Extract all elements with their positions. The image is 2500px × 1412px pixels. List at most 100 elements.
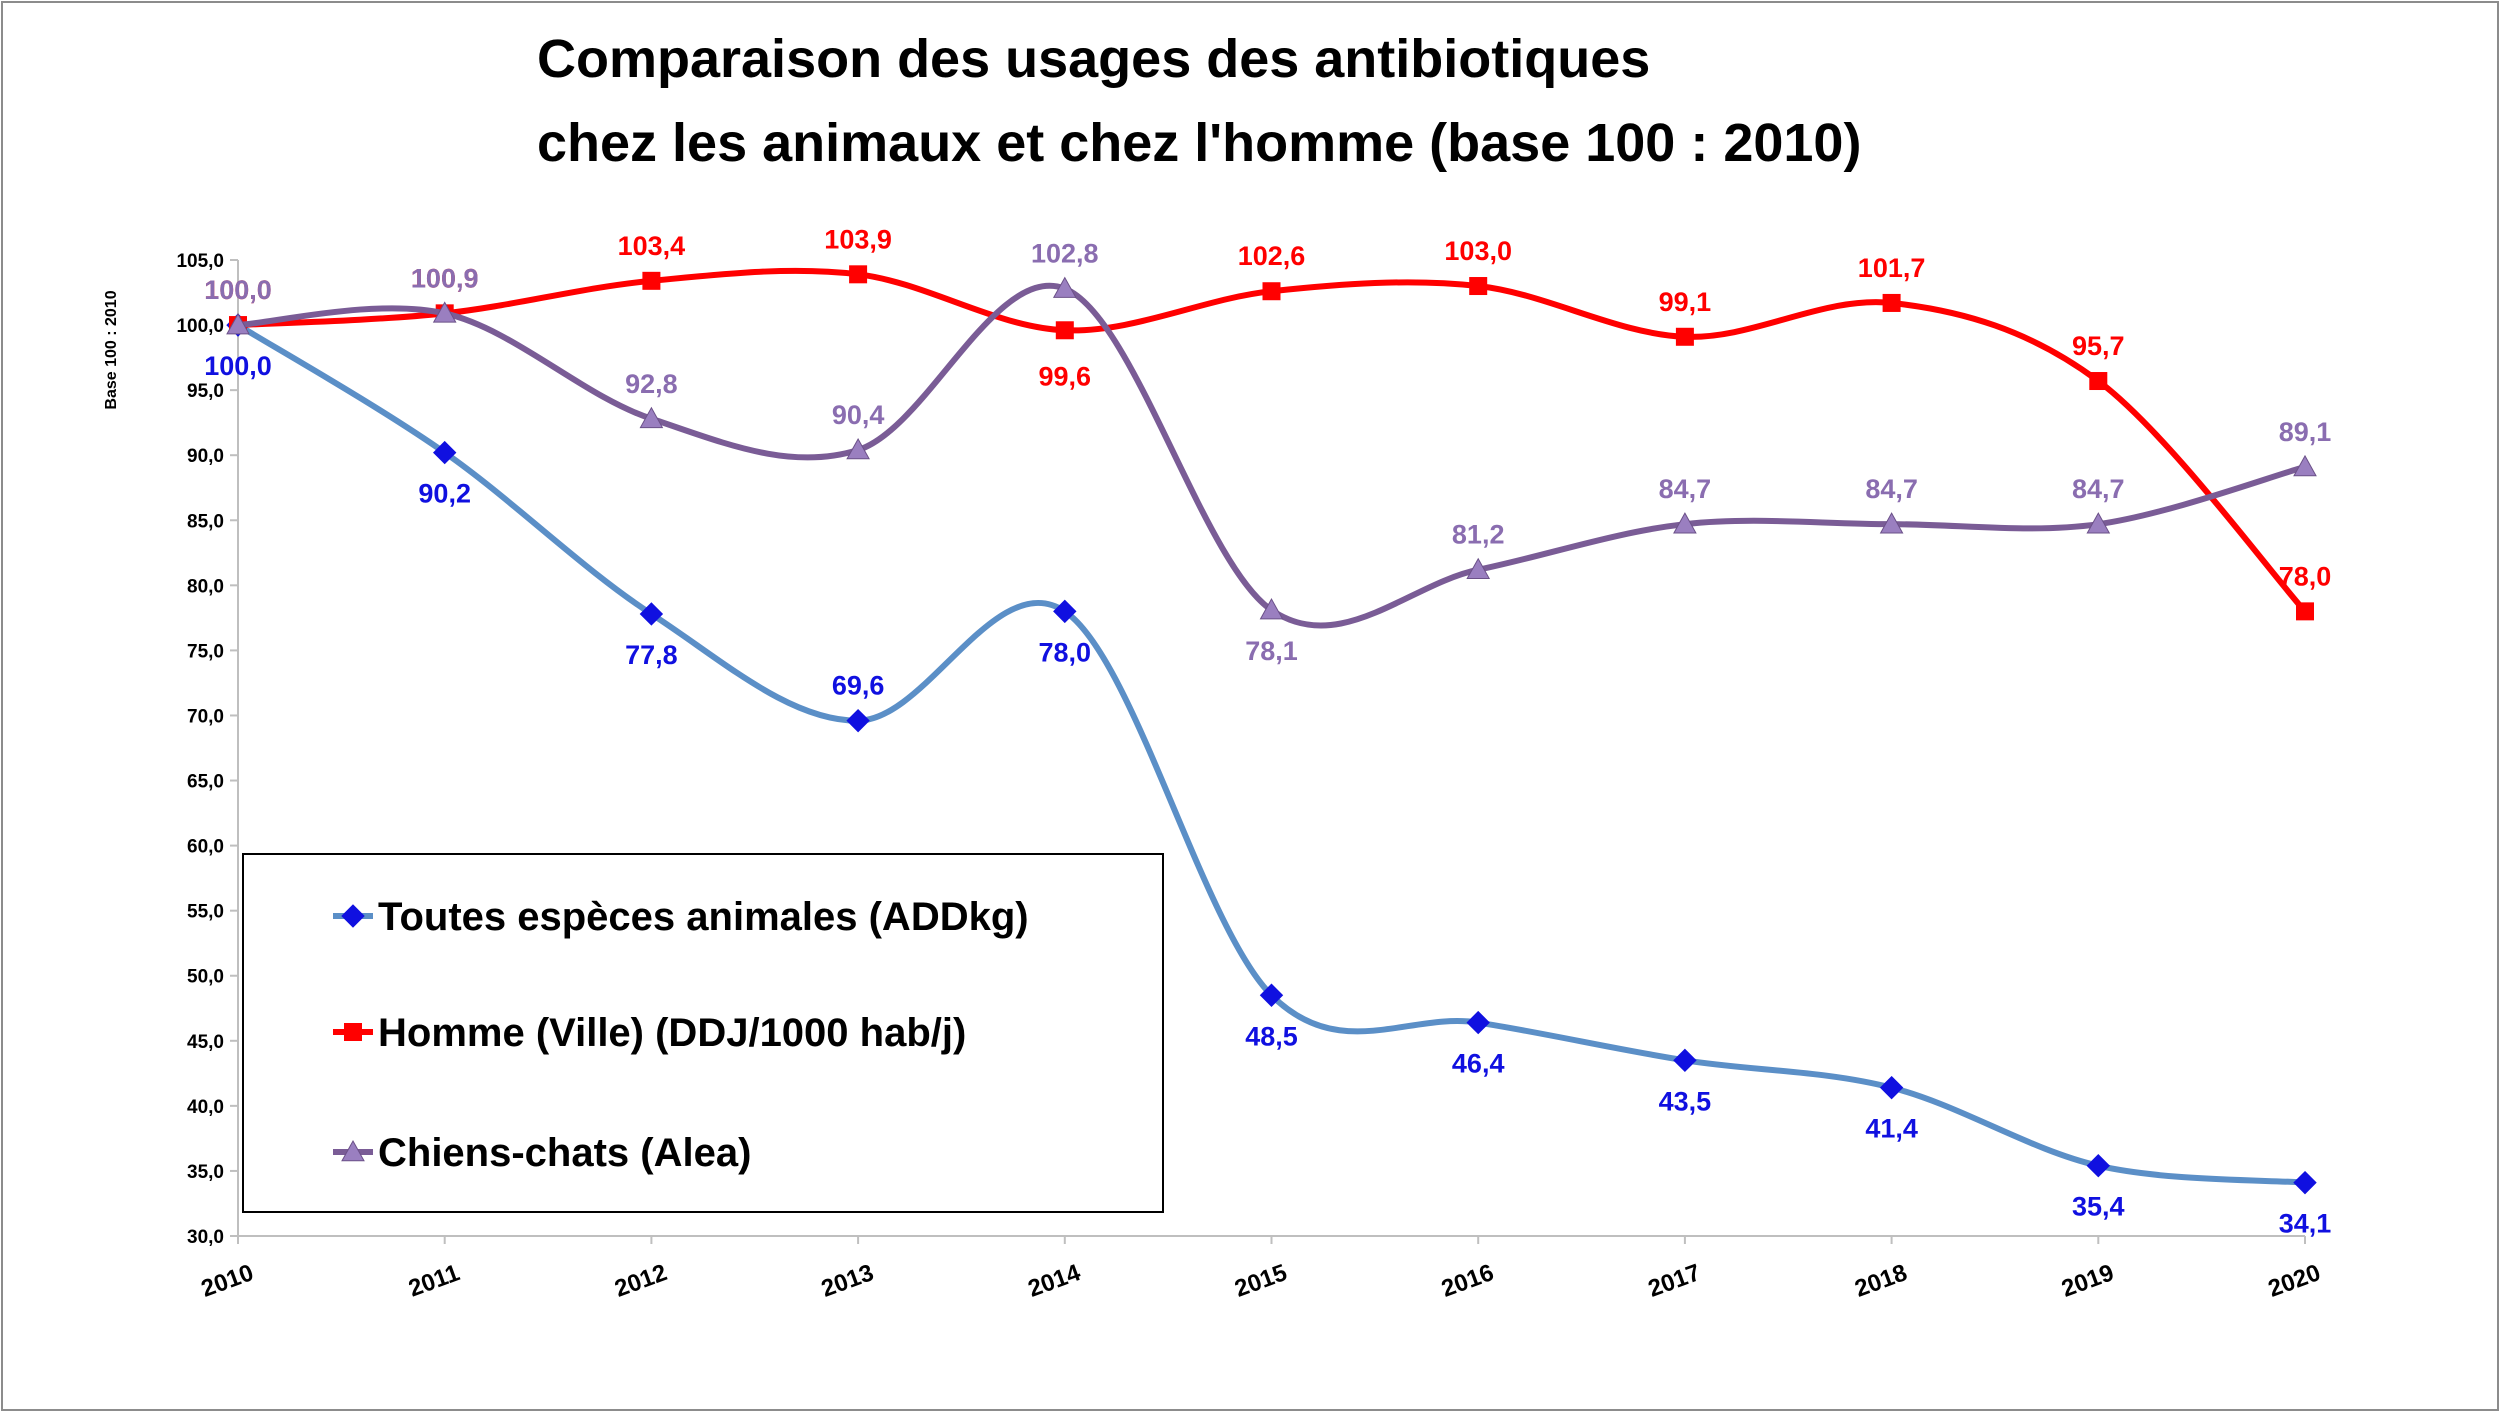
y-tick-label: 70,0 [187, 706, 224, 727]
y-tick-label: 30,0 [187, 1227, 224, 1248]
y-tick-label: 80,0 [187, 576, 224, 597]
data-label-homme: 101,7 [1858, 253, 1926, 283]
data-label-homme: 99,1 [1659, 287, 1712, 317]
data-label-animaux: 41,4 [1865, 1114, 1918, 1144]
marker-homme [1262, 282, 1281, 301]
data-label-homme: 103,0 [1444, 236, 1512, 266]
y-tick-label: 75,0 [187, 641, 224, 662]
series-line-homme [235, 267, 2308, 615]
y-axis-label: Base 100 : 2010 [103, 290, 120, 409]
data-label-homme: 102,6 [1238, 241, 1306, 271]
y-tick-label: 105,0 [176, 251, 224, 272]
legend-entry-homme: Homme (Ville) (DDJ/1000 hab/j) [333, 1011, 966, 1055]
marker-homme [1882, 293, 1901, 312]
data-label-homme: 95,7 [2072, 331, 2125, 361]
series-line-animaux [235, 322, 2308, 1186]
marker-homme [2296, 602, 2314, 621]
marker-chiens-chats [1259, 598, 1284, 620]
series-line-chiens-chats [235, 282, 2308, 629]
legend-label-animaux: Toutes espèces animales (ADDkg) [378, 895, 1029, 939]
data-label-animaux: 48,5 [1245, 1021, 1298, 1051]
marker-homme [1055, 321, 1074, 340]
marker-homme [1469, 277, 1488, 296]
legend-marker-animaux [341, 904, 365, 928]
marker-animaux [846, 708, 870, 733]
data-label-animaux: 43,5 [1659, 1086, 1712, 1116]
legend: Toutes espèces animales (ADDkg) Homme (Vi… [242, 853, 1164, 1213]
data-label-animaux: 46,4 [1452, 1049, 1505, 1079]
y-tick-label: 100,0 [176, 316, 224, 337]
data-label-homme: 103,9 [824, 224, 892, 254]
legend-label-chiens-chats: Chiens-chats (Alea) [378, 1131, 751, 1175]
data-label-chiens-chats: 100,0 [204, 275, 272, 305]
marker-chiens-chats [846, 437, 870, 460]
marker-homme [642, 271, 661, 290]
legend-marker-chiens-chats [341, 1139, 365, 1162]
series-chiens-chats [226, 276, 2317, 629]
marker-animaux [432, 440, 457, 465]
marker-animaux [1053, 599, 1077, 624]
data-label-chiens-chats: 102,8 [1031, 239, 1099, 269]
y-tick-label: 60,0 [187, 837, 224, 858]
data-label-chiens-chats: 92,8 [625, 369, 678, 399]
legend-entry-chiens-chats: Chiens-chats (Alea) [333, 1131, 751, 1175]
data-label-animaux: 35,4 [2072, 1192, 2125, 1222]
marker-homme [1675, 327, 1694, 346]
data-label-homme: 100,9 [411, 263, 479, 293]
data-label-animaux: 100,0 [204, 351, 272, 381]
chart-title-line-2: chez les animaux et chez l'homme (base 1… [537, 113, 1861, 173]
data-label-animaux: 69,6 [832, 671, 885, 701]
marker-homme [2089, 372, 2108, 391]
marker-chiens-chats [2086, 512, 2111, 534]
y-tick-label: 35,0 [187, 1162, 224, 1183]
marker-chiens-chats [1052, 276, 1077, 298]
marker-chiens-chats [639, 406, 664, 429]
y-tick-label: 45,0 [187, 1032, 224, 1053]
marker-animaux [2086, 1154, 2111, 1178]
marker-chiens-chats [2293, 454, 2317, 477]
data-label-homme: 103,4 [618, 231, 686, 261]
data-label-homme: 99,6 [1039, 361, 1092, 391]
data-label-chiens-chats: 90,4 [832, 400, 885, 430]
data-label-animaux: 77,8 [625, 640, 678, 670]
data-label-chiens-chats: 84,7 [1865, 474, 1918, 504]
legend-marker-homme [344, 1023, 362, 1041]
data-label-animaux: 90,2 [418, 479, 471, 509]
marker-homme [849, 265, 868, 284]
y-tick-label: 55,0 [187, 902, 224, 923]
marker-chiens-chats [432, 301, 457, 323]
data-labels: 100,0 90,2 77,8 69,6 78,0 48,5 46,4 43,5 41,4 35,… [204, 224, 2331, 1238]
data-label-animaux: 78,0 [1039, 637, 1092, 667]
y-tick-label: 85,0 [187, 511, 224, 532]
marker-chiens-chats [226, 313, 250, 335]
marker-animaux [2293, 1170, 2317, 1195]
legend-label-homme: Homme (Ville) (DDJ/1000 hab/j) [378, 1011, 966, 1055]
marker-animaux [1879, 1075, 1904, 1100]
legend-box [242, 853, 1164, 1213]
data-label-homme: 100,0 [204, 275, 272, 305]
marker-animaux [1466, 1010, 1490, 1035]
data-label-chiens-chats: 84,7 [1659, 474, 1712, 504]
y-tick-label: 65,0 [187, 772, 224, 793]
data-label-chiens-chats: 84,7 [2072, 474, 2125, 504]
chart-title-line-1: Comparaison des usages des antibiotiques [537, 29, 1650, 89]
marker-animaux [1673, 1048, 1697, 1073]
data-label-chiens-chats: 81,2 [1452, 520, 1505, 550]
data-label-homme: 78,0 [2279, 561, 2332, 591]
data-label-chiens-chats: 100,9 [411, 263, 479, 293]
data-label-chiens-chats: 78,1 [1245, 636, 1298, 666]
data-label-animaux: 34,1 [2279, 1209, 2332, 1239]
marker-chiens-chats [1466, 557, 1491, 580]
axes: 30,0 35,0 40,0 45,0 50,0 55,0 60,0 65,0 70,0 75,0… [176, 251, 2324, 1303]
y-tick-label: 95,0 [187, 381, 224, 402]
y-tick-label: 50,0 [187, 967, 224, 988]
marker-animaux [639, 602, 664, 626]
legend-entry-animaux: Toutes espèces animales (ADDkg) [333, 895, 1029, 939]
series-homme [229, 265, 2314, 621]
y-tick-label: 90,0 [187, 446, 224, 467]
series-lines [226, 265, 2317, 1195]
marker-chiens-chats [1879, 512, 1904, 534]
marker-animaux [1259, 983, 1284, 1007]
